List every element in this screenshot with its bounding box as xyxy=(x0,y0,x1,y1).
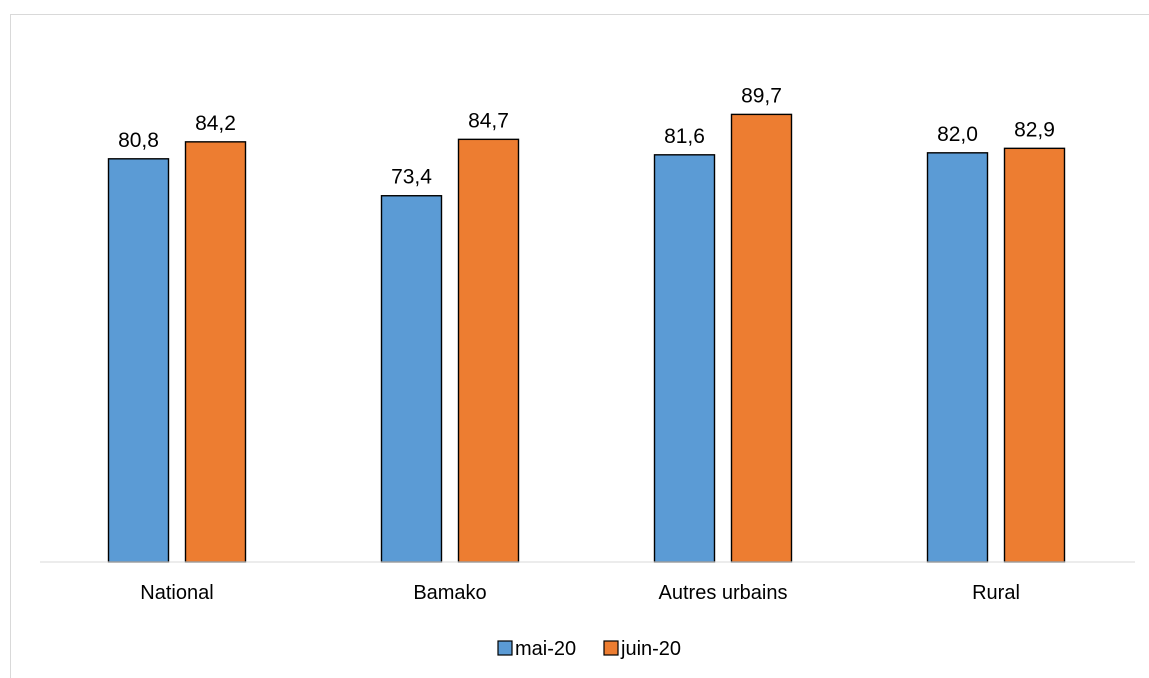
chart-area xyxy=(10,14,1149,678)
bar-juin-20-national xyxy=(184,141,247,563)
data-label: 81,6 xyxy=(664,125,705,148)
value-labels-layer: 80,8 84,2 73,4 84,7 81,6 89,7 82,0 82,9 xyxy=(118,84,1055,188)
bar-mai-20-rural xyxy=(926,152,989,563)
category-label: Bamako xyxy=(413,582,486,604)
data-label: 80,8 xyxy=(118,129,159,152)
data-label: 84,2 xyxy=(195,112,236,135)
bars-layer xyxy=(107,113,1066,563)
bar-juin-20-bamako xyxy=(457,138,520,563)
legend-label-juin-20: juin-20 xyxy=(620,638,681,660)
bar-mai-20-national xyxy=(107,158,170,563)
legend-swatch-juin-20 xyxy=(603,640,619,656)
category-label: Rural xyxy=(972,582,1020,604)
legend-swatch-mai-20 xyxy=(497,640,513,656)
data-label: 82,0 xyxy=(937,123,978,146)
data-label: 89,7 xyxy=(741,84,782,107)
bar-juin-20-rural xyxy=(1003,147,1066,563)
bar-mai-20-bamako xyxy=(380,195,443,563)
data-label: 84,7 xyxy=(468,109,509,132)
category-labels-layer: National Bamako Autres urbains Rural xyxy=(140,582,1020,604)
category-label: Autres urbains xyxy=(659,582,788,604)
legend-label-mai-20: mai-20 xyxy=(515,638,576,660)
category-label: National xyxy=(140,582,213,604)
bar-juin-20-autres-urbains xyxy=(730,113,793,563)
legend: mai-20 juin-20 xyxy=(497,638,681,660)
data-label: 73,4 xyxy=(391,166,432,189)
bar-mai-20-autres-urbains xyxy=(653,154,716,563)
data-label: 82,9 xyxy=(1014,118,1055,141)
